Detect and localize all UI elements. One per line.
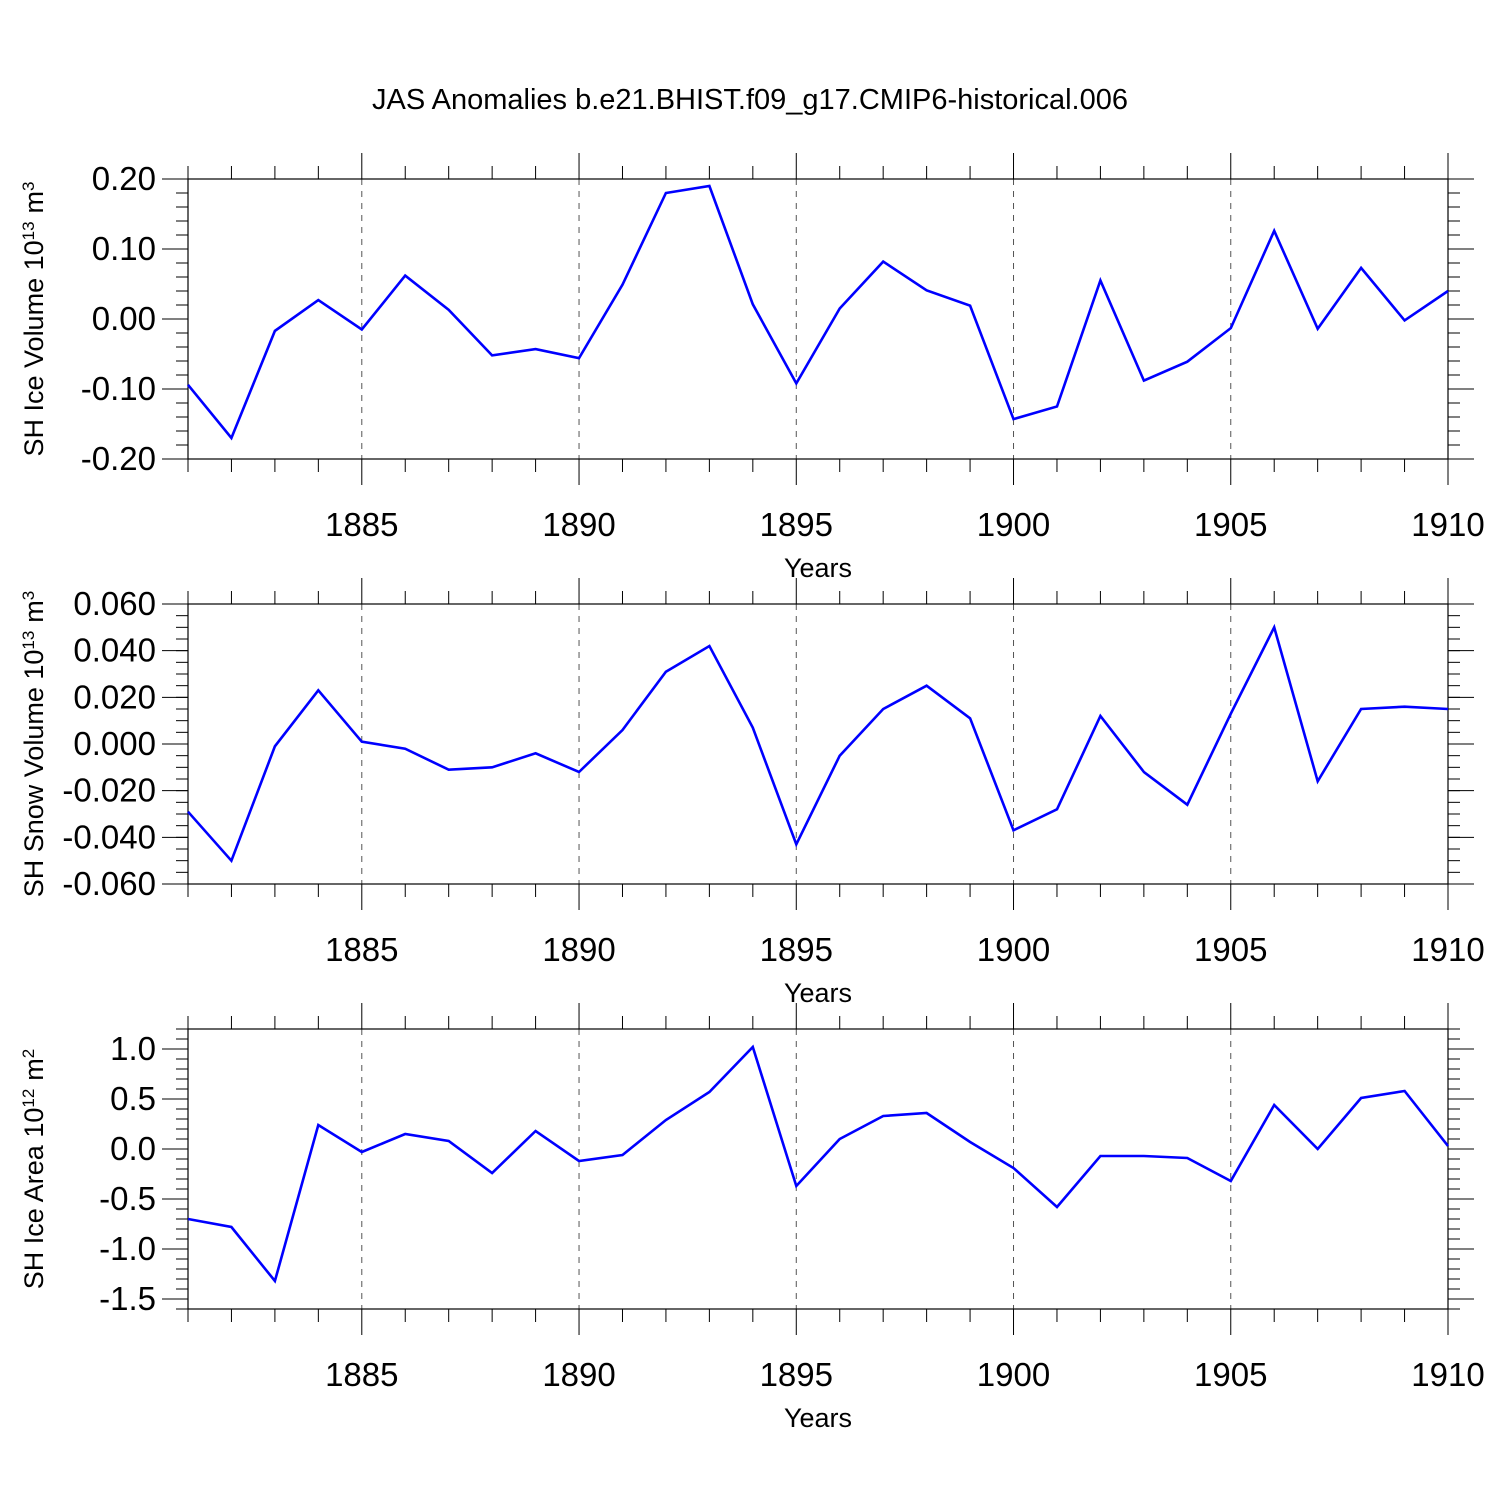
x-tick-label: 1885 bbox=[325, 506, 398, 543]
x-tick-label: 1890 bbox=[542, 506, 615, 543]
y-axis-label-text: SH Snow Volume 10 bbox=[19, 650, 49, 898]
y-tick-label: -0.10 bbox=[81, 370, 156, 407]
x-tick-label: 1910 bbox=[1411, 931, 1484, 968]
y-tick-label: -0.040 bbox=[62, 818, 156, 855]
y-axis-label: SH Ice Volume 1013 m3 bbox=[19, 181, 50, 456]
y-tick-label: -0.020 bbox=[62, 772, 156, 809]
x-tick-label: 1905 bbox=[1194, 931, 1267, 968]
x-tick-label: 1900 bbox=[977, 506, 1050, 543]
x-tick-label: 1890 bbox=[542, 931, 615, 968]
plot-frame bbox=[187, 178, 1449, 460]
x-tick-label: 1905 bbox=[1194, 506, 1267, 543]
series-line bbox=[186, 184, 1449, 441]
series-line bbox=[187, 1044, 1450, 1284]
x-axis-label: Years bbox=[784, 553, 852, 583]
y-tick-label: 0.0 bbox=[110, 1130, 156, 1167]
y-axis-label-unit-exponent: 3 bbox=[19, 591, 38, 600]
y-axis-label: SH Snow Volume 1013 m3 bbox=[19, 591, 50, 898]
x-tick-label: 1885 bbox=[325, 931, 398, 968]
y-tick-label: 1.0 bbox=[110, 1030, 156, 1067]
y-tick-label: 0.000 bbox=[73, 725, 156, 762]
x-tick-label: 1900 bbox=[977, 931, 1050, 968]
plot-frame bbox=[187, 1028, 1449, 1310]
y-axis-label-text: SH Ice Volume 10 bbox=[19, 240, 49, 456]
x-tick-label: 1910 bbox=[1411, 506, 1484, 543]
figure-title: JAS Anomalies b.e21.BHIST.f09_g17.CMIP6-… bbox=[371, 84, 1128, 116]
panel-1: -0.20 -0.10 0.00 0.10 0.20 1885 1890 1895 1900 19… bbox=[19, 153, 1485, 583]
x-tick-label: 1905 bbox=[1194, 1356, 1267, 1393]
y-tick-label: 0.060 bbox=[73, 585, 156, 622]
y-tick-label: -1.5 bbox=[99, 1280, 156, 1317]
y-axis-label-exponent: 13 bbox=[19, 631, 38, 650]
x-tick-label: 1890 bbox=[542, 1356, 615, 1393]
y-axis-label-exponent: 12 bbox=[19, 1089, 38, 1108]
y-axis-label-unit-exponent: 2 bbox=[19, 1049, 38, 1058]
x-tick-label: 1895 bbox=[760, 506, 833, 543]
panel-2: -0.060 -0.040 -0.020 0.000 0.020 0.040 0.060 18… bbox=[19, 578, 1485, 1008]
y-tick-label: -0.060 bbox=[62, 865, 156, 902]
x-tick-label: 1895 bbox=[760, 931, 833, 968]
x-tick-label: 1885 bbox=[325, 1356, 398, 1393]
y-axis-label-unit: m bbox=[19, 600, 49, 623]
y-tick-label: 0.00 bbox=[92, 300, 156, 337]
y-tick-label: -0.5 bbox=[99, 1180, 156, 1217]
y-tick-label: 0.10 bbox=[92, 230, 156, 267]
x-axis-label: Years bbox=[784, 1403, 852, 1433]
x-tick-label: 1910 bbox=[1411, 1356, 1484, 1393]
y-axis-label-unit: m bbox=[19, 1058, 49, 1081]
y-tick-label: 0.20 bbox=[92, 160, 156, 197]
y-tick-label: 0.040 bbox=[73, 632, 156, 669]
series-line bbox=[187, 623, 1449, 864]
y-axis-label: SH Ice Area 1012 m2 bbox=[19, 1049, 50, 1290]
y-tick-label: -0.20 bbox=[81, 440, 156, 477]
x-tick-label: 1895 bbox=[760, 1356, 833, 1393]
y-tick-label: -1.0 bbox=[99, 1230, 156, 1267]
y-axis-label-exponent: 13 bbox=[19, 221, 38, 240]
x-axis-label: Years bbox=[784, 978, 852, 1008]
x-tick-label: 1900 bbox=[977, 1356, 1050, 1393]
y-tick-label: 0.5 bbox=[110, 1080, 156, 1117]
y-axis-label-unit-exponent: 3 bbox=[19, 181, 38, 190]
y-axis-label-unit: m bbox=[19, 191, 49, 214]
y-axis-label-text: SH Ice Area 10 bbox=[19, 1108, 49, 1290]
y-tick-label: 0.020 bbox=[73, 678, 156, 715]
panel-3: -1.5 -1.0 -0.5 0.0 0.5 1.0 1885 1890 1895 1900 190… bbox=[19, 1003, 1485, 1433]
